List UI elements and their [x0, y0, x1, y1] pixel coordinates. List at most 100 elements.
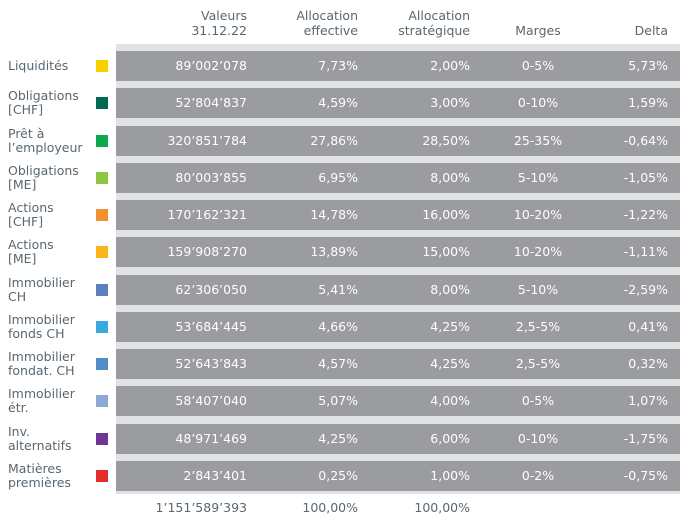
- row-label-line: Immobilier: [8, 386, 75, 402]
- row-label-line: Obligations: [8, 162, 79, 178]
- color-swatch: [96, 395, 108, 408]
- cell-valeur: 52’804’837: [175, 95, 247, 111]
- row-label-line: [CHF]: [8, 214, 44, 229]
- cell-marges: 0-5%: [521, 393, 555, 409]
- row-label: Actions [CHF]: [8, 200, 98, 230]
- row-bar: [116, 125, 680, 156]
- row-bar: [116, 88, 680, 119]
- row-label-line: fonds CH: [8, 325, 65, 341]
- cell-allocation-strategique: 1,00%: [430, 467, 470, 483]
- row-label: Immobilier fonds CH: [8, 312, 98, 342]
- row-label-line: étr.: [8, 400, 29, 416]
- row-label: Prêt à l’employeur: [8, 126, 98, 156]
- table-row: Liquidités 89’002’078 7,73% 2,00% 0-5% 5,73%: [0, 51, 700, 81]
- total-allocation-effective: 100,00%: [302, 500, 358, 515]
- cell-valeur: 170’162’321: [167, 207, 247, 222]
- row-label-line: Matières: [8, 460, 62, 476]
- header-alloc-strat-line2: stratégique: [398, 23, 470, 38]
- cell-delta: 0,41%: [628, 318, 668, 334]
- row-bar: [116, 460, 680, 491]
- cell-allocation-effective: 7,73%: [318, 58, 358, 73]
- cell-allocation-strategique: 3,00%: [430, 95, 470, 111]
- table-row: Immobilier fondat. CH 52’643’843 4,57% 4,25%…: [0, 349, 700, 379]
- row-label-line: Prêt à: [8, 125, 45, 141]
- row-label: Obligations [ME]: [8, 163, 98, 193]
- row-label-line: CH: [8, 288, 27, 304]
- table-row: Actions [ME] 159’908’270 13,89% 15,00% 10-20%…: [0, 237, 700, 268]
- row-label-line: Liquidités: [8, 58, 69, 73]
- table-row: Obligations [ME] 80’003’855 6,95% 8,00% 5-10%…: [0, 162, 700, 193]
- table-row: Immobilier fonds CH 53’684’445 4,66% 4,25% 2,…: [0, 311, 700, 342]
- cell-valeur: 53’684’445: [175, 318, 247, 334]
- color-swatch: [96, 171, 108, 184]
- cell-marges: 0-5%: [521, 58, 555, 73]
- row-label-line: [ME]: [8, 176, 37, 192]
- cell-allocation-strategique: 8,00%: [430, 281, 470, 297]
- row-label: Matières premières: [8, 461, 98, 491]
- cell-marges: 25-35%: [513, 132, 563, 148]
- row-label: Obligations [CHF]: [8, 88, 98, 118]
- cell-marges: 10-20%: [513, 207, 563, 222]
- row-label-line: premières: [8, 474, 71, 490]
- cell-delta: -1,75%: [623, 430, 668, 446]
- header-marges: Marges: [500, 8, 576, 40]
- cell-delta: -0,75%: [623, 467, 668, 483]
- cell-allocation-effective: 0,25%: [318, 467, 358, 483]
- row-label-line: Immobilier: [8, 274, 75, 290]
- cell-valeur: 62’306’050: [175, 281, 247, 297]
- row-bar: [116, 51, 680, 81]
- cell-marges: 2,5-5%: [515, 318, 561, 334]
- color-swatch: [96, 246, 108, 259]
- cell-allocation-effective: 4,25%: [318, 430, 358, 446]
- header-valeurs-line2: 31.12.22: [191, 23, 247, 38]
- row-label-line: [ME]: [8, 251, 37, 267]
- cell-valeur: 2’843’401: [183, 467, 247, 483]
- cell-allocation-effective: 4,59%: [318, 95, 358, 111]
- row-bar: [116, 274, 680, 305]
- cell-allocation-effective: 4,66%: [318, 318, 358, 334]
- header-alloc-strat-line1: Allocation: [408, 8, 470, 23]
- cell-delta: 1,59%: [628, 95, 668, 111]
- cell-valeur: 80’003’855: [175, 169, 247, 185]
- total-valeur: 1’151’589’393: [155, 500, 247, 515]
- table-row: Actions [CHF] 170’162’321 14,78% 16,00% 10-20…: [0, 200, 700, 230]
- row-bar: [116, 423, 680, 454]
- header-alloc-eff-line1: Allocation: [296, 8, 358, 23]
- cell-delta: 5,73%: [628, 58, 668, 73]
- row-bar: [116, 162, 680, 193]
- cell-delta: -1,22%: [623, 207, 668, 222]
- header-marges-text: Marges: [515, 23, 561, 38]
- cell-allocation-strategique: 16,00%: [422, 207, 470, 222]
- header-delta: Delta: [600, 8, 668, 40]
- row-label-line: [CHF]: [8, 102, 44, 118]
- row-label: Actions [ME]: [8, 237, 98, 267]
- row-label-line: alternatifs: [8, 437, 72, 453]
- cell-allocation-strategique: 4,25%: [430, 318, 470, 334]
- table-row: Immobilier CH 62’306’050 5,41% 8,00% 5-10% -2,…: [0, 274, 700, 305]
- cell-allocation-strategique: 4,25%: [430, 356, 470, 371]
- cell-delta: 0,32%: [628, 356, 668, 371]
- cell-valeur: 52’643’843: [175, 356, 247, 371]
- cell-marges: 0-10%: [517, 95, 559, 111]
- cell-allocation-effective: 27,86%: [310, 132, 358, 148]
- row-label-line: fondat. CH: [8, 363, 75, 378]
- table-row: Obligations [CHF] 52’804’837 4,59% 3,00% 0-10…: [0, 88, 700, 119]
- color-swatch: [96, 97, 108, 110]
- cell-marges: 5-10%: [517, 169, 559, 185]
- row-bar: [116, 200, 680, 230]
- color-swatch: [96, 60, 108, 72]
- cell-valeur: 159’908’270: [167, 244, 247, 260]
- cell-allocation-strategique: 28,50%: [422, 132, 470, 148]
- total-allocation-strategique: 100,00%: [414, 500, 470, 515]
- cell-delta: -2,59%: [623, 281, 668, 297]
- color-swatch: [96, 283, 108, 296]
- color-swatch: [96, 209, 108, 221]
- cell-allocation-strategique: 4,00%: [430, 393, 470, 409]
- color-swatch: [96, 432, 108, 445]
- cell-marges: 5-10%: [517, 281, 559, 297]
- row-label-line: Inv.: [8, 423, 31, 439]
- cell-valeur: 89’002’078: [175, 58, 247, 73]
- cell-delta: -1,05%: [623, 169, 668, 185]
- table-row: Immobilier étr. 58’407’040 5,07% 4,00% 0-5% 1,…: [0, 386, 700, 417]
- header-alloc-eff-line2: effective: [303, 23, 358, 38]
